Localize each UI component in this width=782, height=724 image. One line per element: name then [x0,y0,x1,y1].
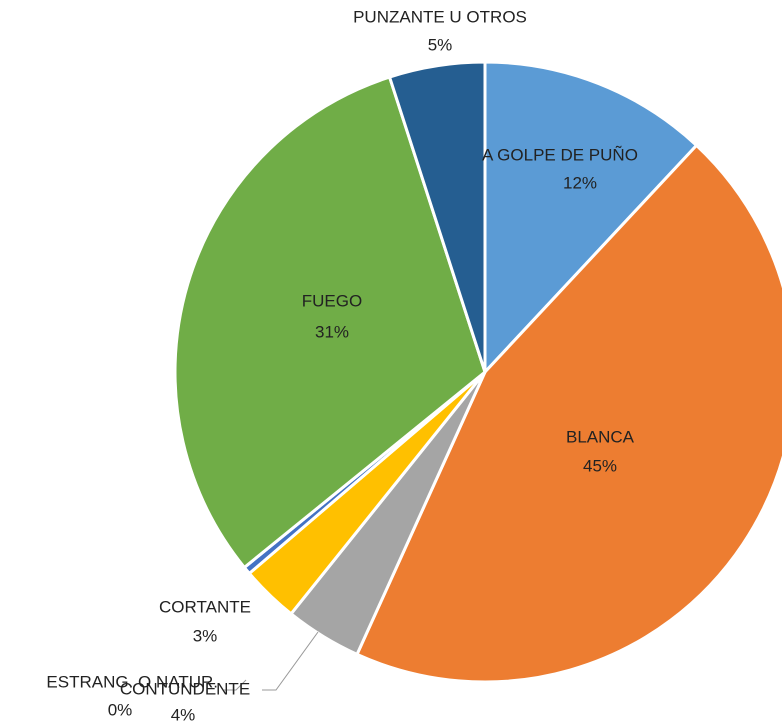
pie-slice [173,75,487,569]
slice-value: 45% [583,456,617,475]
slice-label: BLANCA [566,427,635,446]
leader-line [224,679,247,691]
pie-slice [483,60,699,374]
pie-slice [355,143,782,684]
leader-line [262,631,319,691]
slice-label: CONTUNDENTE [120,679,250,698]
slice-label: FUEGO [302,291,362,310]
slice-value: 12% [563,173,597,192]
slice-value: 3% [193,626,218,645]
slice-value: 0% [108,700,133,719]
slice-value: 31% [315,322,349,341]
slice-label: PUNZANTE U OTROS [353,7,527,26]
slices [173,60,782,684]
pie-slice [388,60,487,374]
slice-value: 4% [171,705,196,724]
slice-label: CORTANTE [159,597,251,616]
slice-label: ESTRANG. O NATUR. [46,672,218,691]
slice-label: A GOLPE DE PUÑO [482,145,638,164]
slice-value: 5% [428,35,453,54]
